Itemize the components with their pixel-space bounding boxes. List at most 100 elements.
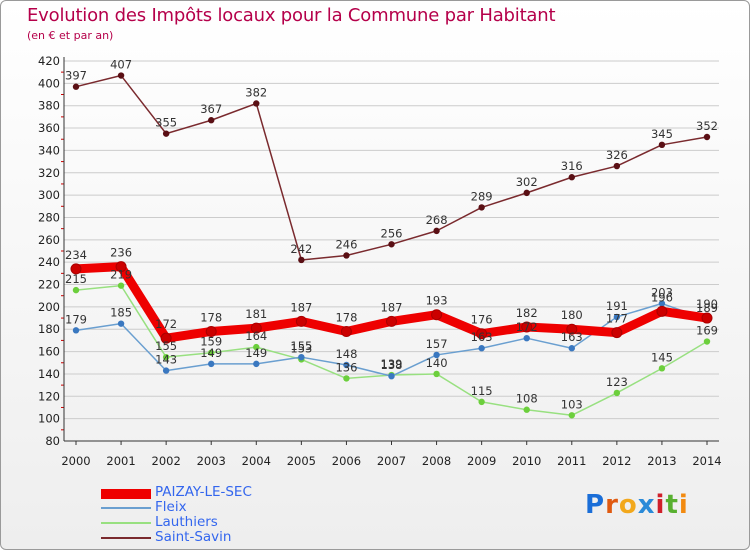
series-point-2 <box>523 406 530 413</box>
series-point-2 <box>478 398 485 406</box>
chart-title: Evolution des Impôts locaux pour la Comm… <box>27 5 556 26</box>
logo-letter: i <box>678 490 689 520</box>
data-label: 219 <box>110 268 132 282</box>
series-point-3 <box>613 162 621 170</box>
y-tick-label: 280 <box>38 210 60 224</box>
data-label: 397 <box>65 69 87 83</box>
legend-label-saint-savin: Saint-Savin <box>155 529 232 545</box>
series-point-0 <box>431 309 443 321</box>
data-label: 203 <box>651 286 673 300</box>
proxiti-logo: Proxiti <box>585 490 689 520</box>
series-layer <box>70 72 713 419</box>
data-label: 256 <box>381 226 403 240</box>
series-point-3 <box>162 130 170 137</box>
data-label: 143 <box>155 353 177 367</box>
x-tick-label: 2005 <box>287 454 316 468</box>
logo-letter: x <box>637 490 656 520</box>
data-label: 159 <box>200 335 222 349</box>
series-point-3 <box>208 117 215 124</box>
series-point-2 <box>568 412 575 419</box>
series-point-1 <box>433 351 440 359</box>
legend-swatch-lauthiers <box>101 522 151 524</box>
series-point-2 <box>433 370 440 378</box>
data-label: 407 <box>110 58 132 72</box>
series-point-1 <box>478 345 485 352</box>
data-label: 153 <box>290 341 312 355</box>
series-point-1 <box>162 367 170 374</box>
data-label: 215 <box>65 272 87 286</box>
series-point-1 <box>343 361 350 369</box>
data-label: 185 <box>110 306 132 320</box>
y-tick-label: 320 <box>38 166 60 180</box>
series-point-3 <box>117 72 125 79</box>
series-point-0 <box>611 327 623 339</box>
y-tick-label: 140 <box>38 367 60 381</box>
series-point-0 <box>115 261 127 273</box>
series-point-3 <box>703 133 711 141</box>
data-label: 108 <box>516 392 538 406</box>
series-point-0 <box>521 321 533 333</box>
data-label: 182 <box>516 306 538 320</box>
logo-letter: o <box>618 490 638 520</box>
y-tick-label: 220 <box>38 278 60 292</box>
data-label: 172 <box>155 317 177 331</box>
series-point-1 <box>72 327 80 334</box>
series-point-0 <box>160 332 172 344</box>
data-label: 178 <box>335 310 357 324</box>
series-point-0 <box>295 315 307 327</box>
y-tick-label: 400 <box>38 76 60 90</box>
data-label: 302 <box>516 175 538 189</box>
data-label: 178 <box>200 310 222 324</box>
data-label: 155 <box>290 339 312 353</box>
data-label: 367 <box>200 102 222 116</box>
data-label: 103 <box>561 397 583 411</box>
x-tick-label: 2012 <box>602 454 631 468</box>
legend-label-paizay: PAIZAY-LE-SEC <box>155 484 252 500</box>
series-point-2 <box>703 338 711 345</box>
data-label: 164 <box>245 329 267 343</box>
series-point-0 <box>340 325 352 337</box>
y-tick-label: 380 <box>38 99 60 113</box>
series-point-2 <box>343 375 350 382</box>
y-tick-label: 80 <box>45 434 60 448</box>
series-point-3 <box>658 141 666 149</box>
data-label: 268 <box>426 213 448 227</box>
series-point-3 <box>253 100 260 107</box>
series-point-0 <box>566 323 578 335</box>
x-tick-label: 2000 <box>61 454 90 468</box>
data-label: 246 <box>335 237 357 251</box>
y-tick-label: 340 <box>38 143 60 157</box>
logo-letter: r <box>605 490 619 520</box>
legend-swatch-paizay <box>101 489 151 499</box>
axis-layer: 80 100 120 140 160 180 200 220 240 260 280 300 320 34… <box>38 54 722 468</box>
series-point-0 <box>70 263 82 275</box>
series-point-3 <box>523 189 530 197</box>
data-label: 149 <box>245 346 267 360</box>
data-label: 352 <box>696 119 718 133</box>
data-label: 176 <box>471 313 493 327</box>
data-label: 163 <box>471 330 493 344</box>
data-label: 382 <box>245 85 267 99</box>
series-point-3 <box>72 83 80 90</box>
data-label: 136 <box>335 360 357 374</box>
series-point-2 <box>72 286 80 294</box>
series-point-2 <box>208 349 215 356</box>
series-point-1 <box>208 360 215 368</box>
data-label: 172 <box>516 320 538 334</box>
series-point-2 <box>162 353 170 361</box>
legend-label-lauthiers: Lauthiers <box>155 514 218 530</box>
series-point-3 <box>298 256 305 264</box>
series-point-3 <box>568 174 575 181</box>
data-label: 138 <box>381 358 403 372</box>
y-tick-label: 100 <box>38 412 60 426</box>
series-point-1 <box>298 353 305 361</box>
data-label: 180 <box>561 308 583 322</box>
data-label: 145 <box>651 350 673 364</box>
y-tick-label: 120 <box>38 389 60 403</box>
x-tick-label: 2006 <box>332 454 361 468</box>
series-point-3 <box>478 204 485 211</box>
logo-letter: P <box>585 490 606 520</box>
y-tick-label: 300 <box>38 188 60 202</box>
